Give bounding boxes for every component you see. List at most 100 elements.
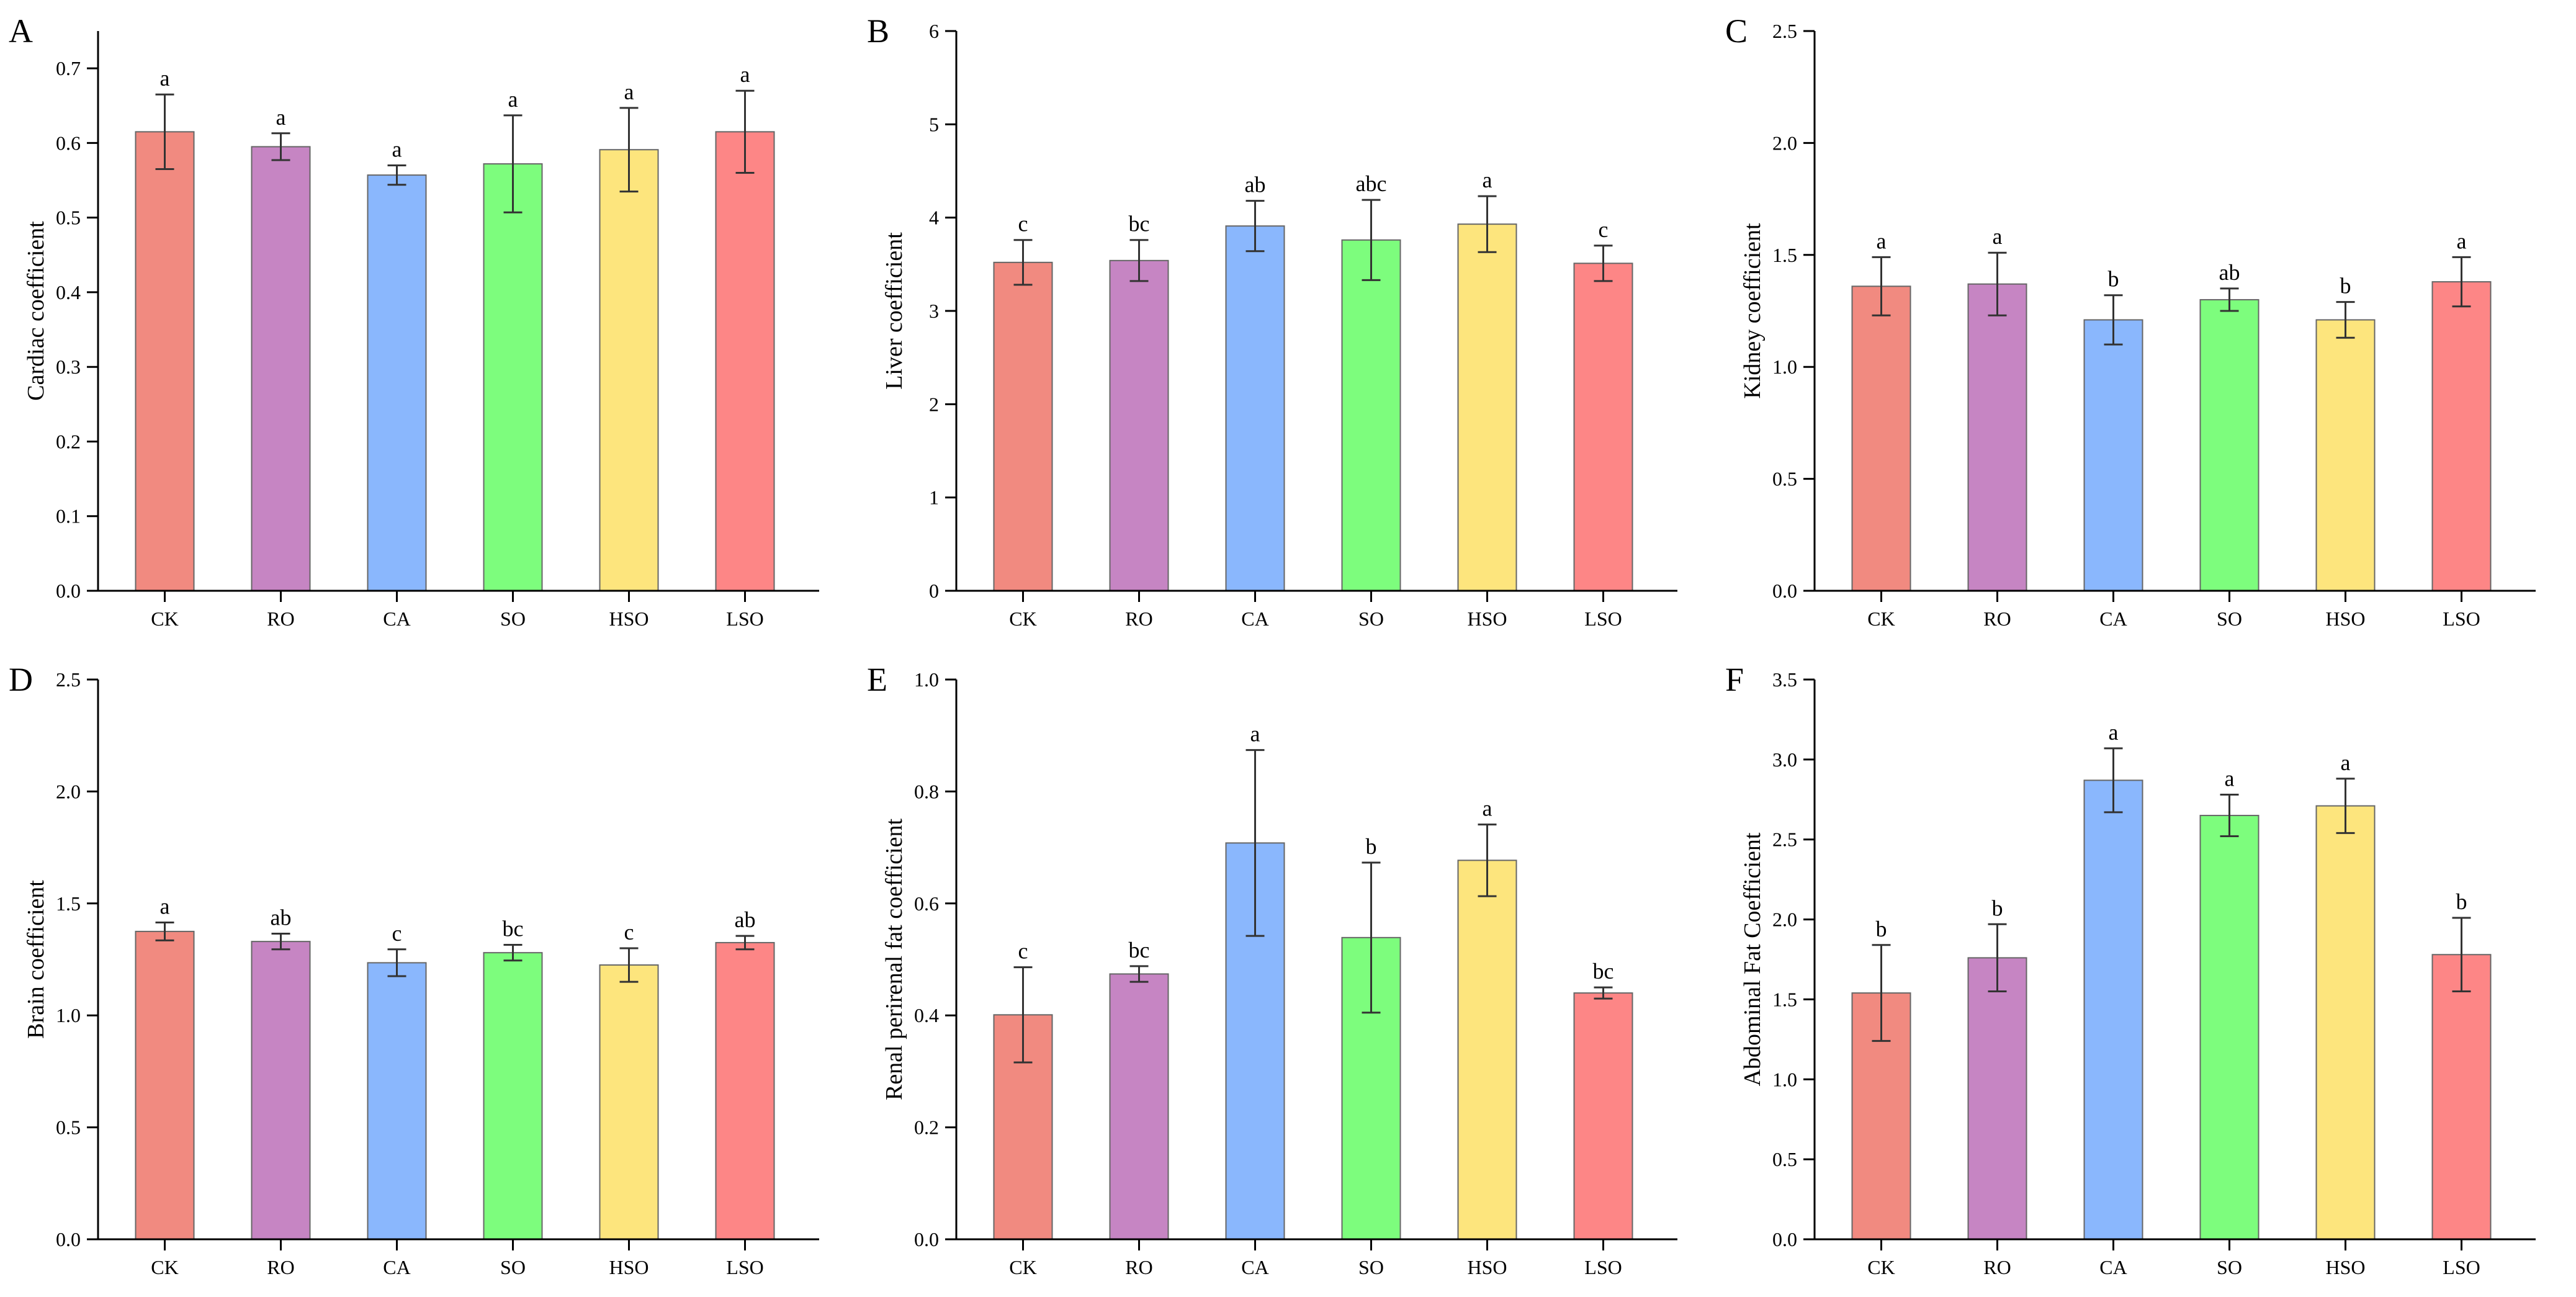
panel-letter: B	[867, 12, 889, 50]
y-tick-label: 0.0	[56, 1228, 81, 1250]
significance-label: b	[1992, 895, 2003, 920]
y-tick-label: 0.0	[1772, 1228, 1797, 1250]
bar-ca	[2083, 779, 2143, 1241]
error-bar	[1013, 239, 1033, 286]
y-axis-label: Cardiac coefficient	[23, 221, 49, 401]
significance-label: a	[624, 79, 634, 104]
y-axis-label: Kidney coefficient	[1739, 223, 1766, 399]
x-tick-label: RO	[1125, 1256, 1152, 1278]
y-tick-label: 0.4	[56, 281, 81, 303]
significance-label: c	[1018, 939, 1028, 964]
bar-ro	[1109, 973, 1169, 1241]
panel-letter: D	[9, 661, 33, 698]
error-bar	[1362, 861, 1381, 1014]
bar-ro	[1109, 259, 1169, 591]
y-tick-label: 0.4	[914, 1004, 939, 1026]
bar-hso	[599, 149, 659, 591]
bar-ca	[367, 962, 427, 1240]
error-bar	[1129, 239, 1149, 282]
x-tick-label: HSO	[2325, 1256, 2365, 1278]
bar-ck	[1851, 285, 1911, 591]
significance-label: a	[1483, 168, 1492, 192]
bar-lso	[2431, 954, 2492, 1240]
x-tick-label: HSO	[2325, 608, 2365, 630]
x-tick-label: HSO	[1467, 1256, 1507, 1278]
error-bar	[1478, 824, 1497, 897]
significance-label: a	[276, 105, 286, 130]
bar-so	[483, 952, 543, 1240]
y-tick-label: 1.0	[1772, 356, 1797, 378]
y-tick-label: 2	[929, 393, 939, 415]
significance-label: bc	[1593, 959, 1614, 984]
x-tick-label: RO	[267, 1256, 294, 1278]
x-tick-label: CK	[151, 1256, 178, 1278]
chart-panel-f: F Abdominal Fat Coefficient b CK b RO a CA a SO a H…	[1725, 661, 2536, 1278]
error-bar	[619, 107, 639, 193]
error-bar	[1988, 251, 2007, 316]
error-bar	[1245, 749, 1265, 937]
x-tick-label: RO	[1125, 608, 1152, 630]
error-bar	[155, 93, 174, 170]
significance-label: a	[2109, 720, 2119, 745]
error-bar	[2220, 794, 2239, 838]
significance-label: b	[1876, 917, 1887, 941]
error-bar	[735, 89, 755, 174]
bar-hso	[1457, 223, 1517, 591]
bar-ro	[251, 146, 311, 591]
y-axis-label: Abdominal Fat Coefficient	[1739, 832, 1766, 1086]
significance-label: a	[160, 894, 170, 918]
x-tick-label: LSO	[2443, 608, 2480, 630]
bar-lso	[1573, 263, 1633, 591]
bar-so	[2199, 815, 2260, 1240]
x-tick-label: HSO	[1467, 608, 1507, 630]
error-bar	[1872, 256, 1891, 316]
error-bar	[2336, 301, 2355, 339]
x-tick-label: SO	[2217, 608, 2242, 630]
error-bar	[2104, 747, 2123, 814]
y-tick-label: 2.5	[1772, 20, 1797, 42]
bar-so	[483, 163, 543, 592]
significance-label: bc	[1129, 212, 1150, 236]
error-bar	[2336, 778, 2355, 834]
y-tick-label: 2.0	[1772, 909, 1797, 931]
y-tick-label: 0.6	[56, 132, 81, 154]
x-tick-label: CA	[1241, 1256, 1268, 1278]
x-tick-label: SO	[500, 1256, 526, 1278]
panel-letter: A	[9, 12, 33, 50]
x-tick-label: CA	[383, 1256, 410, 1278]
bar-so	[2199, 298, 2260, 591]
y-tick-label: 3.0	[1772, 748, 1797, 771]
x-tick-label: CK	[151, 608, 178, 630]
y-axis-label: Brain coefficient	[23, 880, 49, 1039]
error-bar	[1478, 195, 1497, 253]
x-tick-label: RO	[267, 608, 294, 630]
y-tick-label: 1.5	[56, 892, 81, 915]
significance-label: bc	[503, 917, 524, 941]
error-bar	[735, 935, 755, 951]
bar-ck	[135, 930, 195, 1240]
error-bar	[155, 921, 174, 941]
significance-label: a	[1877, 228, 1887, 253]
x-tick-label: SO	[1358, 1256, 1384, 1278]
significance-label: abc	[1356, 171, 1387, 196]
bar-lso	[1573, 992, 1633, 1240]
y-tick-label: 0.5	[1772, 1148, 1797, 1170]
y-tick-label: 0.5	[56, 1116, 81, 1139]
y-tick-label: 2.0	[56, 780, 81, 802]
x-tick-label: CA	[383, 608, 410, 630]
significance-label: c	[392, 921, 402, 946]
significance-label: c	[1599, 217, 1609, 242]
bar-lso	[715, 941, 775, 1240]
significance-label: a	[1250, 722, 1260, 747]
y-tick-label: 0.5	[1772, 468, 1797, 490]
x-tick-label: RO	[1983, 1256, 2011, 1278]
significance-label: a	[160, 66, 170, 91]
y-tick-label: 2.5	[56, 668, 81, 691]
x-tick-label: LSO	[2443, 1256, 2480, 1278]
x-tick-label: CA	[1241, 608, 1268, 630]
y-tick-label: 3	[929, 300, 939, 322]
error-bar	[1013, 966, 1033, 1064]
y-tick-label: 0.6	[914, 892, 939, 915]
chart-panel-e: E Renal perirenal fat coefficient c CK bc RO a…	[867, 661, 1677, 1278]
